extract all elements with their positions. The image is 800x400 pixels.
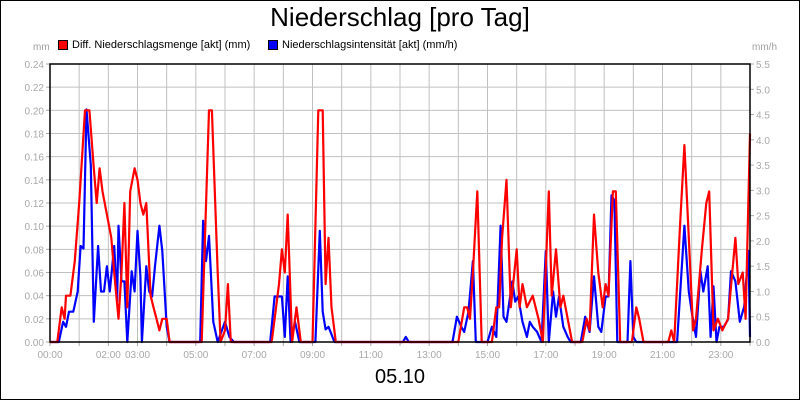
y-tick-left: 0.02 bbox=[25, 315, 45, 326]
y-tick-right: 1.5 bbox=[756, 262, 770, 273]
y-tick-left: 0.12 bbox=[25, 199, 45, 210]
x-tick: 09:00 bbox=[300, 350, 325, 361]
legend-item-niederschlagsintensitaet: Niederschlagsintensität [akt] (mm/h) bbox=[268, 39, 457, 51]
y-tick-left: 0.22 bbox=[25, 83, 45, 94]
y-tick-left: 0.18 bbox=[25, 130, 45, 141]
y-tick-left: 0.16 bbox=[25, 153, 45, 164]
x-tick: 05:00 bbox=[183, 350, 208, 361]
legend-swatch-blue bbox=[268, 40, 278, 50]
y-tick-left: 0.10 bbox=[25, 222, 45, 233]
x-tick: 13:00 bbox=[417, 350, 442, 361]
y-tick-right: 0.0 bbox=[756, 338, 770, 349]
x-tick: 21:00 bbox=[650, 350, 675, 361]
y-tick-left: 0.20 bbox=[25, 106, 45, 117]
x-tick: 19:00 bbox=[592, 350, 617, 361]
x-tick: 15:00 bbox=[475, 350, 500, 361]
y-tick-left: 0.04 bbox=[25, 292, 45, 303]
y-tick-right: 4.5 bbox=[756, 111, 770, 122]
y-tick-left: 0.08 bbox=[25, 245, 45, 256]
x-tick: 23:00 bbox=[708, 350, 733, 361]
x-tick: 00:00 bbox=[37, 350, 62, 361]
legend-item-niederschlagsmenge: Diff. Niederschlagsmenge [akt] (mm) bbox=[58, 39, 250, 51]
x-tick: 17:00 bbox=[533, 350, 558, 361]
y-tick-right: 3.0 bbox=[756, 186, 770, 197]
y-tick-left: 0.24 bbox=[25, 60, 45, 71]
y-tick-right: 5.5 bbox=[756, 60, 770, 71]
y-tick-left: 0.00 bbox=[25, 338, 45, 349]
y-tick-right: 4.0 bbox=[756, 136, 770, 147]
x-tick: 03:00 bbox=[125, 350, 150, 361]
y-tick-right: 2.0 bbox=[756, 237, 770, 248]
y-tick-right: 3.5 bbox=[756, 161, 770, 172]
x-tick: 07:00 bbox=[242, 350, 267, 361]
y-tick-right: 0.5 bbox=[756, 313, 770, 324]
x-tick: 11:00 bbox=[359, 350, 384, 361]
series-line bbox=[50, 108, 752, 344]
legend-swatch-red bbox=[58, 40, 68, 50]
legend-label: Niederschlagsintensität [akt] (mm/h) bbox=[282, 39, 458, 51]
chart-title: Niederschlag [pro Tag] bbox=[270, 2, 530, 32]
y-tick-left: 0.06 bbox=[25, 269, 45, 280]
left-axis-unit: mm bbox=[33, 42, 50, 53]
date-label: 05.10 bbox=[374, 366, 426, 388]
legend-label: Diff. Niederschlagsmenge [akt] (mm) bbox=[72, 39, 251, 51]
x-tick: 02:00 bbox=[96, 350, 121, 361]
right-axis-unit: mm/h bbox=[752, 42, 777, 53]
y-tick-right: 1.0 bbox=[756, 287, 770, 298]
y-tick-left: 0.14 bbox=[25, 176, 45, 187]
y-tick-right: 2.5 bbox=[756, 212, 770, 223]
y-tick-right: 5.0 bbox=[756, 85, 770, 96]
